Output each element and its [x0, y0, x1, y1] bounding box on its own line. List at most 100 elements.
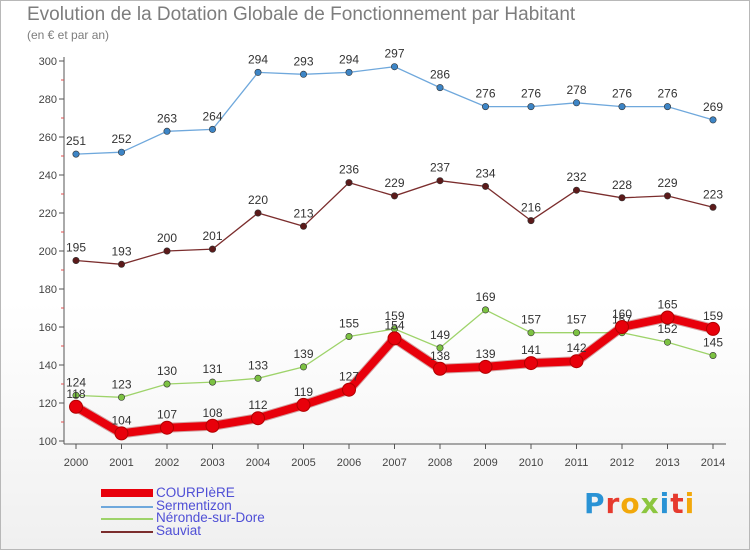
data-label-courpi-re: 119 [294, 385, 313, 399]
data-point-n-ronde-sur-dore [72, 391, 80, 399]
data-label-n-ronde-sur-dore: 152 [657, 322, 677, 336]
data-label-sauviat: 195 [66, 241, 86, 255]
data-point-sermentizon [299, 70, 307, 78]
data-point-sermentizon [254, 68, 262, 76]
x-tick-label: 2004 [246, 457, 270, 469]
data-point-sauviat [527, 217, 535, 225]
x-tick-label: 2011 [565, 457, 589, 469]
data-label-sermentizon: 276 [612, 87, 632, 101]
logo-letter: P [584, 487, 606, 520]
data-label-courpi-re: 138 [430, 349, 450, 363]
y-tick-label: 240 [39, 170, 57, 182]
y-tick-label: 260 [39, 132, 57, 144]
data-label-sauviat: 201 [202, 229, 222, 243]
data-point-n-ronde-sur-dore [481, 306, 489, 314]
x-tick-label: 2005 [291, 457, 315, 469]
data-label-courpi-re: 160 [612, 307, 632, 321]
data-point-courpi-re [615, 320, 629, 334]
data-label-sauviat: 232 [566, 170, 586, 184]
data-point-courpi-re [706, 321, 720, 336]
data-label-sermentizon: 269 [703, 100, 723, 114]
data-label-sermentizon: 294 [248, 52, 268, 66]
data-label-sermentizon: 278 [566, 83, 586, 97]
data-label-sermentizon: 286 [430, 68, 450, 82]
data-label-courpi-re: 127 [339, 370, 359, 384]
legend-swatch-courpiere [101, 489, 153, 497]
y-tick-label: 300 [39, 56, 57, 68]
data-point-courpi-re [387, 331, 402, 346]
data-point-sermentizon [527, 103, 535, 111]
data-label-courpi-re: 159 [703, 309, 723, 323]
data-label-n-ronde-sur-dore: 159 [384, 309, 404, 323]
data-point-courpi-re [69, 399, 83, 414]
data-label-sermentizon: 294 [339, 52, 359, 66]
data-point-sermentizon [163, 127, 171, 135]
chart-title: Evolution de la Dotation Globale de Fonc… [27, 4, 576, 25]
data-point-sauviat [118, 260, 126, 268]
data-point-sauviat [209, 245, 217, 253]
data-label-sermentizon: 263 [157, 111, 177, 125]
data-label-n-ronde-sur-dore: 124 [66, 375, 86, 389]
logo-letter: i [684, 487, 696, 520]
legend-swatch-neronde [101, 518, 153, 520]
data-point-courpi-re [296, 397, 311, 412]
y-tick-label: 280 [39, 94, 57, 106]
data-point-courpi-re [205, 418, 220, 433]
x-tick-label: 2013 [655, 457, 679, 469]
data-point-courpi-re [569, 354, 584, 369]
data-label-n-ronde-sur-dore: 133 [248, 358, 268, 372]
data-label-sermentizon: 264 [202, 109, 222, 123]
data-point-sermentizon [618, 103, 626, 111]
data-point-sermentizon [345, 68, 353, 76]
logo-letter: i [659, 487, 671, 520]
data-label-courpi-re: 118 [66, 387, 85, 401]
data-point-courpi-re [251, 411, 265, 426]
x-tick-label: 2008 [428, 457, 452, 469]
data-label-n-ronde-sur-dore: 157 [566, 313, 586, 327]
data-label-n-ronde-sur-dore: 149 [430, 328, 450, 342]
data-point-sermentizon [390, 63, 398, 71]
data-label-courpi-re: 104 [111, 413, 131, 427]
data-label-sauviat: 220 [248, 193, 268, 207]
legend-swatch-sermentizon [101, 505, 153, 508]
data-label-n-ronde-sur-dore: 123 [111, 377, 131, 391]
data-label-sauviat: 237 [430, 161, 450, 175]
data-label-sermentizon: 297 [384, 47, 404, 61]
data-label-n-ronde-sur-dore: 145 [703, 336, 723, 350]
data-point-courpi-re [524, 356, 538, 371]
data-point-courpi-re [478, 359, 493, 374]
data-point-sauviat [254, 209, 262, 217]
x-tick-label: 2007 [382, 457, 406, 469]
data-label-sauviat: 200 [157, 231, 177, 245]
data-point-sermentizon [209, 125, 217, 133]
data-point-sauviat [436, 177, 444, 185]
data-label-n-ronde-sur-dore: 131 [202, 362, 222, 376]
data-point-sermentizon [72, 150, 80, 158]
data-point-sauviat [345, 179, 353, 187]
data-label-courpi-re: 108 [202, 406, 222, 420]
data-label-courpi-re: 142 [566, 341, 586, 355]
data-label-n-ronde-sur-dore: 139 [293, 347, 313, 361]
data-label-courpi-re: 112 [248, 398, 267, 412]
logo-letter: t [670, 487, 685, 520]
data-label-sermentizon: 252 [111, 132, 131, 146]
data-point-courpi-re [114, 426, 129, 441]
y-tick-label: 160 [39, 322, 57, 334]
data-label-n-ronde-sur-dore: 130 [157, 364, 177, 378]
data-label-sauviat: 193 [111, 244, 131, 258]
data-label-sauviat: 229 [657, 176, 677, 190]
x-tick-label: 2000 [64, 457, 88, 469]
x-tick-label: 2014 [701, 457, 725, 469]
x-tick-label: 2012 [610, 457, 634, 469]
data-point-sauviat [663, 192, 671, 200]
legend-label-sermentizon: Sermentizon [156, 497, 232, 513]
legend-label-neronde: Néronde-sur-Dore [156, 510, 265, 525]
chart-subtitle: (en € et par an) [27, 28, 110, 42]
y-tick-label: 180 [39, 284, 57, 296]
data-point-sermentizon [663, 103, 671, 111]
data-point-n-ronde-sur-dore [663, 338, 671, 346]
data-label-sermentizon: 251 [66, 134, 86, 148]
data-label-sauviat: 228 [612, 178, 632, 192]
